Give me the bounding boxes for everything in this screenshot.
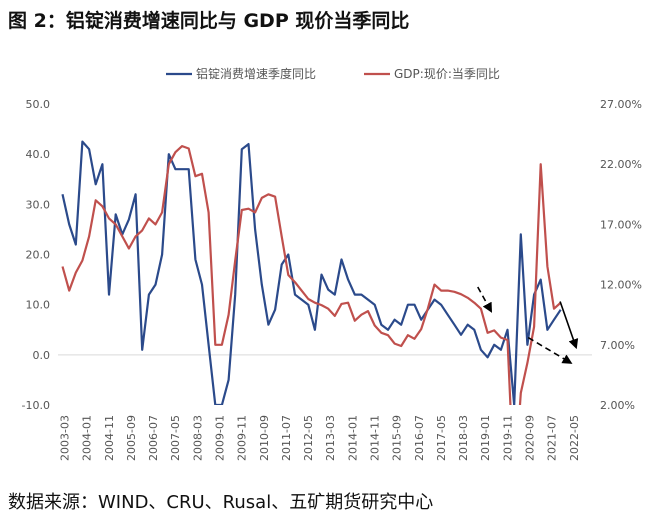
data-source: 数据来源：WIND、CRU、Rusal、五矿期货研究中心 [8, 492, 434, 513]
trend-arrow-1 [477, 286, 493, 313]
y-left-tick-label: -10.0 [22, 399, 50, 412]
x-tick-label: 2016-07 [413, 415, 426, 461]
x-tick-label: 2009-01 [214, 415, 227, 461]
x-tick-label: 2022-05 [568, 415, 581, 461]
x-tick-label: 2006-07 [147, 415, 160, 461]
x-tick-label: 2011-07 [280, 415, 293, 461]
x-tick-label: 2021-07 [546, 415, 559, 461]
y-left-tick-label: 30.0 [26, 198, 51, 211]
y-right-tick-label: 22.00% [600, 158, 642, 171]
x-tick-label: 2008-03 [191, 415, 204, 461]
y-left-tick-label: 20.0 [26, 249, 51, 262]
series-line-1 [61, 140, 562, 405]
x-tick-label: 2017-05 [435, 415, 448, 461]
x-tick-label: 2015-09 [391, 415, 404, 461]
x-tick-label: 2019-11 [501, 415, 514, 461]
x-tick-label: 2005-09 [125, 415, 138, 461]
y-right-tick-label: 12.00% [600, 279, 642, 292]
x-tick-label: 2018-03 [457, 415, 470, 461]
y-left-tick-label: 40.0 [26, 148, 51, 161]
x-tick-label: 2019-01 [479, 415, 492, 461]
y-right-tick-label: 2.00% [600, 399, 635, 412]
x-tick-label: 2004-11 [103, 415, 116, 461]
x-tick-label: 2003-03 [59, 415, 72, 461]
trend-arrow-2 [527, 336, 573, 364]
y-left-tick-label: 0.0 [33, 349, 51, 362]
y-left-tick-label: 10.0 [26, 299, 51, 312]
trend-arrow-3 [559, 301, 579, 350]
x-tick-label: 2014-11 [369, 415, 382, 461]
x-tick-label: 2014-01 [346, 415, 359, 461]
y-right-tick-label: 7.00% [600, 339, 635, 352]
x-tick-label: 2007-05 [169, 415, 182, 461]
series-line-2 [61, 145, 562, 405]
legend-label-1: 铝锭消费增速季度同比 [196, 66, 316, 81]
y-right-tick-label: 17.00% [600, 218, 642, 231]
x-tick-label: 2020-09 [523, 415, 536, 461]
x-tick-label: 2010-09 [258, 415, 271, 461]
y-left-tick-label: 50.0 [26, 98, 51, 111]
x-tick-label: 2012-05 [302, 415, 315, 461]
chart-title: 图 2：铝锭消费增速同比与 GDP 现价当季同比 [8, 10, 410, 32]
x-tick-label: 2009-11 [236, 415, 249, 461]
x-tick-label: 2013-03 [324, 415, 337, 461]
legend-label-2: GDP:现价:当季同比 [394, 67, 500, 81]
y-right-tick-label: 27.00% [600, 98, 642, 111]
x-tick-label: 2004-01 [81, 415, 94, 461]
